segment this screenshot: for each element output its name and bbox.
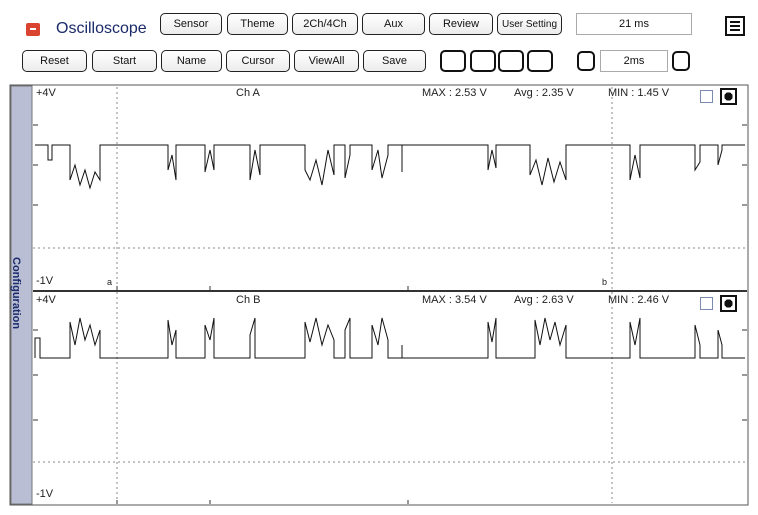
- timebase: 2ms: [600, 50, 668, 72]
- channel-toggle[interactable]: [720, 88, 737, 105]
- header-button[interactable]: Sensor: [160, 13, 222, 35]
- max-value: MAX : 3.54 V: [422, 294, 487, 306]
- toolbar-button[interactable]: Cursor: [226, 50, 290, 72]
- channel-checkbox[interactable]: [700, 297, 713, 310]
- header-button[interactable]: 2Ch/4Ch: [292, 13, 358, 35]
- toolbar-button[interactable]: Save: [363, 50, 426, 72]
- sidebar-label[interactable]: Configuration: [10, 257, 22, 330]
- cursor-b-label: b: [602, 277, 608, 287]
- nav-button[interactable]: [440, 50, 466, 72]
- bottom-voltage: -1V: [36, 275, 54, 287]
- header-button[interactable]: Aux: [362, 13, 425, 35]
- min-value: MIN : 1.45 V: [608, 87, 670, 99]
- axis-ticks: [33, 124, 747, 504]
- channel-name: Ch B: [236, 294, 261, 306]
- menu-lines: [730, 21, 740, 31]
- grid: [33, 87, 747, 503]
- nav-button[interactable]: [498, 50, 524, 72]
- app-icon-mark: [30, 28, 36, 30]
- trace-a: [35, 144, 745, 190]
- avg-value: Avg : 2.63 V: [514, 294, 574, 306]
- channel-checkbox[interactable]: [700, 90, 713, 103]
- app-title: Oscilloscope: [56, 20, 147, 37]
- header-button[interactable]: Review: [429, 13, 493, 35]
- top-voltage: +4V: [36, 87, 56, 99]
- min-value: MIN : 2.46 V: [608, 294, 670, 306]
- header-button[interactable]: User Setting: [497, 13, 562, 35]
- header-button[interactable]: Theme: [227, 13, 288, 35]
- nav-button[interactable]: [470, 50, 496, 72]
- toolbar-button[interactable]: Reset: [22, 50, 87, 72]
- elapsed-time: 21 ms: [576, 13, 692, 35]
- channel-name: Ch A: [236, 87, 260, 99]
- tick-marks: [33, 124, 747, 504]
- bottom-voltage: -1V: [36, 488, 54, 500]
- nav-button[interactable]: [527, 50, 553, 72]
- top-voltage: +4V: [36, 294, 56, 306]
- avg-value: Avg : 2.35 V: [514, 87, 574, 99]
- channel-toggle[interactable]: [720, 295, 737, 312]
- toolbar-button[interactable]: Name: [161, 50, 222, 72]
- cursor-a-label: a: [107, 277, 113, 287]
- toolbar-button[interactable]: Start: [92, 50, 157, 72]
- trace-b: [34, 317, 745, 359]
- toolbar-button[interactable]: ViewAll: [294, 50, 359, 72]
- max-value: MAX : 2.53 V: [422, 87, 487, 99]
- timebase-next[interactable]: [672, 51, 690, 71]
- plot-frame: [9, 84, 749, 506]
- timebase-prev[interactable]: [577, 51, 595, 71]
- config-bar[interactable]: [10, 85, 33, 505]
